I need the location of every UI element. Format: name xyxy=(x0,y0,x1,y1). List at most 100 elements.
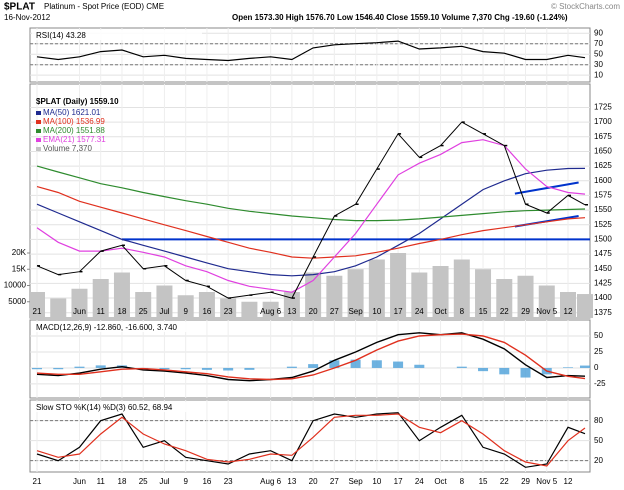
legend-swatch xyxy=(36,138,41,142)
x-tick-label: 23 xyxy=(224,477,233,486)
x-tick-label: 17 xyxy=(394,477,403,486)
x-tick-label: 11 xyxy=(97,477,106,486)
volume-bar xyxy=(347,269,364,318)
x-tick-label: 25 xyxy=(139,307,148,316)
legend-swatch xyxy=(36,120,41,124)
histogram-bar xyxy=(32,367,42,370)
y-tick-label: 1400 xyxy=(594,293,612,302)
volume-bar xyxy=(305,272,322,318)
panel-label: MACD(12,26,9) -12.860, -16.600, 3.740 xyxy=(36,323,178,332)
x-tick-label: 18 xyxy=(118,307,127,316)
volume-bar xyxy=(432,266,449,318)
volume-bar xyxy=(50,298,67,318)
x-tick-label: 16 xyxy=(202,307,211,316)
y-tick-label: 1650 xyxy=(594,147,612,156)
legend-swatch xyxy=(36,111,41,115)
x-tick-label: 29 xyxy=(521,477,530,486)
x-tick-label: 16 xyxy=(202,477,211,486)
y-tick-label: 1500 xyxy=(594,235,612,244)
volume-tick-label: 20K xyxy=(12,248,27,257)
x-tick-label: Jun xyxy=(73,307,86,316)
volume-bar xyxy=(538,285,555,318)
symbol: $PLAT xyxy=(4,2,35,13)
x-tick-label: 21 xyxy=(33,477,42,486)
x-tick-label: Sep xyxy=(348,307,363,316)
quote: Open 1573.30 High 1576.70 Low 1546.40 Cl… xyxy=(232,13,568,22)
x-tick-label: 27 xyxy=(330,477,339,486)
x-tick-label: 12 xyxy=(564,477,573,486)
x-tick-label: 27 xyxy=(330,307,339,316)
y-tick-label: 70 xyxy=(594,39,603,48)
histogram-bar xyxy=(244,367,255,370)
histogram-bar xyxy=(95,365,106,368)
moving-average xyxy=(36,165,586,222)
histogram-bar xyxy=(371,360,382,368)
x-tick-label: 9 xyxy=(183,477,188,486)
y-tick-label: 1575 xyxy=(594,191,612,200)
histogram-bar xyxy=(180,367,191,370)
x-tick-label: Aug 6 xyxy=(260,477,281,486)
chart-title: Platinum - Spot Price (EOD) CME xyxy=(44,2,164,11)
x-tick-label: 18 xyxy=(118,477,127,486)
volume-bar xyxy=(156,285,173,318)
line xyxy=(36,413,586,467)
x-tick-label: 8 xyxy=(460,477,465,486)
y-tick-label: 80 xyxy=(594,416,603,425)
moving-average xyxy=(36,139,586,293)
credit: © StockCharts.com xyxy=(551,2,620,11)
histogram-bar xyxy=(520,367,531,378)
x-tick-label: 15 xyxy=(479,477,488,486)
x-tick-label: 11 xyxy=(97,307,106,316)
y-tick-label: 0 xyxy=(594,363,599,372)
histogram-bar xyxy=(414,364,425,368)
volume-bar xyxy=(177,295,194,318)
volume-bar xyxy=(113,272,130,318)
y-tick-label: 1450 xyxy=(594,264,612,273)
histogram-bar xyxy=(74,366,85,368)
label-bg xyxy=(32,30,202,40)
volume-bar xyxy=(560,292,576,318)
x-tick-label: 24 xyxy=(415,307,424,316)
histogram-bar xyxy=(350,359,361,368)
legend-swatch xyxy=(36,129,41,133)
volume-bar xyxy=(283,292,300,318)
y-tick-label: 50 xyxy=(594,331,603,340)
volume-bar xyxy=(576,294,593,318)
histogram-bar xyxy=(201,367,212,370)
y-tick-label: 1525 xyxy=(594,220,612,229)
y-tick-label: 50 xyxy=(594,49,603,58)
histogram-bar xyxy=(329,360,340,368)
x-tick-label: Aug 6 xyxy=(260,307,281,316)
x-tick-label: 12 xyxy=(564,307,573,316)
legend-entry: MA(100) 1536.99 xyxy=(43,117,105,126)
volume-tick-label: 5000 xyxy=(8,297,26,306)
x-tick-label: Jul xyxy=(159,477,169,486)
x-tick-label: 13 xyxy=(287,477,296,486)
histogram-bar xyxy=(53,367,64,370)
line xyxy=(36,333,586,381)
volume-bar xyxy=(135,292,152,318)
volume-tick-label: 10000 xyxy=(4,281,27,290)
panel-label: RSI(14) 43.28 xyxy=(36,31,86,40)
y-tick-label: -25 xyxy=(594,379,606,388)
histogram-bar xyxy=(579,365,590,368)
volume-bar xyxy=(517,275,534,318)
x-tick-label: Nov 5 xyxy=(536,477,557,486)
volume-bar xyxy=(262,301,279,318)
x-tick-label: 22 xyxy=(500,477,509,486)
y-tick-label: 50 xyxy=(594,436,603,445)
y-tick-label: 1675 xyxy=(594,132,612,141)
volume-bar xyxy=(92,279,109,318)
histogram-bar xyxy=(223,367,234,371)
y-tick-label: 10 xyxy=(594,70,603,79)
moving-average xyxy=(36,167,586,277)
legend-entry: EMA(21) 1577.31 xyxy=(43,135,106,144)
y-tick-label: 1475 xyxy=(594,249,612,258)
volume-bar xyxy=(220,298,237,318)
x-tick-label: Nov 5 xyxy=(536,307,557,316)
volume-bar xyxy=(198,292,215,318)
x-tick-label: Oct xyxy=(434,477,447,486)
trend-line xyxy=(514,181,579,195)
y-tick-label: 1600 xyxy=(594,176,612,185)
volume-bar xyxy=(241,301,258,318)
